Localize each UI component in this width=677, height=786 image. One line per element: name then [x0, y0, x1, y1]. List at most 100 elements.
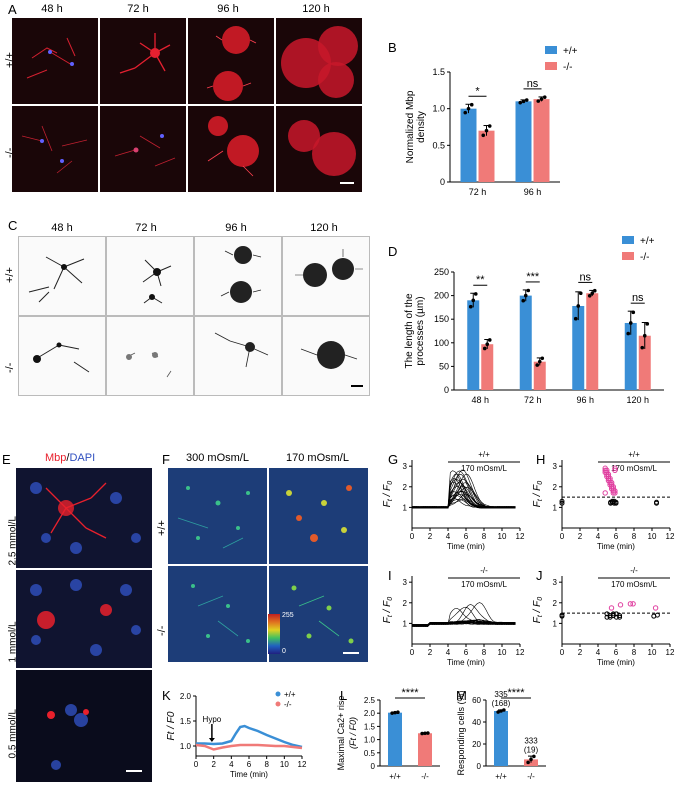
y-axis-label: processes (µm)	[415, 296, 426, 365]
trace-line	[411, 473, 516, 509]
bar-+/+-120 h	[624, 322, 637, 390]
y-label-t: t	[387, 614, 394, 617]
col-header-a-96: 96 h	[217, 3, 239, 15]
bar-chart-l: 0 0.5 1.0 1.5 2.0 2.5 +/+ -/- **** Maximal Ca2+ r…	[336, 687, 440, 781]
y-tick-label: 3	[553, 462, 558, 471]
y-label-0: 0	[387, 481, 394, 485]
y-tick-label: 3	[403, 578, 408, 587]
y-tick-label: 0	[371, 762, 376, 771]
x-tick-label: 8	[264, 760, 269, 769]
bar-bars--/-	[418, 733, 432, 766]
data-point	[487, 338, 492, 342]
x-axis-label: Time (min)	[597, 542, 635, 551]
x-tick-label: 96 h	[524, 187, 542, 197]
y-tick-label: 2	[403, 483, 408, 492]
x-tick-label: 12	[666, 532, 675, 541]
data-point	[484, 128, 489, 133]
x-tick-label: 12	[298, 760, 307, 769]
non-responder-point	[613, 611, 619, 617]
data-point	[642, 333, 647, 338]
color-scale-min: 0	[282, 648, 286, 655]
heatmap-f-ko-170	[269, 566, 368, 662]
data-point	[485, 342, 490, 347]
bar-+/+-96 h	[515, 101, 532, 182]
gray-image-c-ko-48	[18, 316, 106, 396]
data-point	[499, 709, 503, 713]
x-tick-label: 10	[648, 532, 657, 541]
x-tick-label: 12	[516, 648, 525, 657]
data-point	[576, 304, 581, 308]
panel-label-i: I	[388, 568, 392, 583]
panel-label-k: K	[162, 688, 171, 703]
x-tick-label: 48 h	[471, 395, 489, 405]
trace-line	[411, 479, 516, 509]
col-header-c-72: 72 h	[135, 222, 157, 234]
y-tick-label: 0	[440, 177, 445, 187]
data-point	[426, 731, 430, 735]
trace-line	[411, 473, 516, 509]
y-label-f: F	[382, 500, 393, 507]
y-tick-label: 1.5	[364, 722, 376, 731]
panel-label-g: G	[388, 452, 399, 467]
x-tick-label: 6	[464, 532, 469, 541]
bar-bars-+/+	[494, 711, 508, 766]
y-tick-label: 200	[434, 291, 449, 301]
y-tick-label: 1.5	[432, 67, 445, 77]
trace-line	[411, 469, 516, 509]
y-tick-label: 2	[553, 599, 558, 608]
x-tick-label: 6	[464, 648, 469, 657]
data-point	[482, 346, 487, 351]
y-axis-label: density	[416, 111, 427, 143]
gray-image-c-wt-96	[194, 236, 282, 316]
col-header-f-300: 300 mOsm/L	[186, 452, 249, 464]
y-label-0: 0	[537, 597, 544, 601]
y-label-0: 0	[387, 597, 394, 601]
x-axis-label: Time (min)	[447, 658, 485, 667]
y-tick-label: 1.5	[180, 717, 192, 726]
y-axis-label: Ft / F0	[382, 481, 394, 508]
data-point	[496, 710, 500, 714]
x-tick-label: 6	[614, 648, 619, 657]
data-point	[471, 298, 476, 303]
heatmap-f-wt-300	[168, 468, 267, 564]
y-tick-label: 40	[472, 718, 481, 727]
annotation-n-ko: 333	[524, 736, 538, 745]
panel-label-h: H	[536, 452, 546, 467]
row-label-f-wt: +/+	[156, 520, 168, 536]
micrograph-a-ko-120	[276, 106, 362, 192]
data-point	[537, 359, 542, 364]
heatmap-f-ko-300	[168, 566, 267, 662]
line-chart-k: 0 2 4 6 8 10 12 1.0 1.5 2.0 Time (min) Ft / F0 Hypo +…	[166, 690, 307, 779]
data-point	[526, 288, 531, 293]
bar--/--72 h	[533, 361, 546, 390]
micrograph-a-ko-72	[100, 106, 186, 192]
panel-e-title: Mbp/DAPI	[45, 452, 95, 464]
data-point	[518, 100, 523, 105]
col-header-a-120: 120 h	[302, 3, 330, 15]
y-tick-label: 250	[434, 267, 449, 277]
y-tick-label: 100	[434, 338, 449, 348]
y-tick-label: 1	[403, 619, 408, 628]
x-tick-label: 10	[280, 760, 289, 769]
y-tick-label: 3	[403, 462, 408, 471]
responder-point	[608, 605, 615, 611]
y-tick-label: 0	[444, 385, 449, 395]
trace-line	[411, 494, 516, 509]
series-line--/-	[195, 743, 303, 751]
legend-swatch-wt	[622, 236, 634, 244]
data-point	[592, 288, 597, 293]
responder-point	[630, 601, 636, 607]
data-point	[521, 99, 526, 104]
legend-label-ko: -/-	[563, 62, 572, 73]
y-label-f: F	[532, 616, 543, 623]
legend-label-wt: +/+	[284, 690, 296, 699]
row-label-f-ko: -/-	[156, 625, 168, 636]
micrograph-a-wt-48	[12, 18, 98, 104]
y-tick-label: 1	[403, 503, 408, 512]
x-axis-label: Time (min)	[447, 542, 485, 551]
data-point	[396, 710, 400, 714]
data-point	[502, 708, 506, 712]
y-label-sep: / F	[382, 484, 393, 499]
y-axis-label: Normalized Mbp	[405, 90, 416, 163]
annotation-r-wt: (168)	[492, 699, 511, 708]
